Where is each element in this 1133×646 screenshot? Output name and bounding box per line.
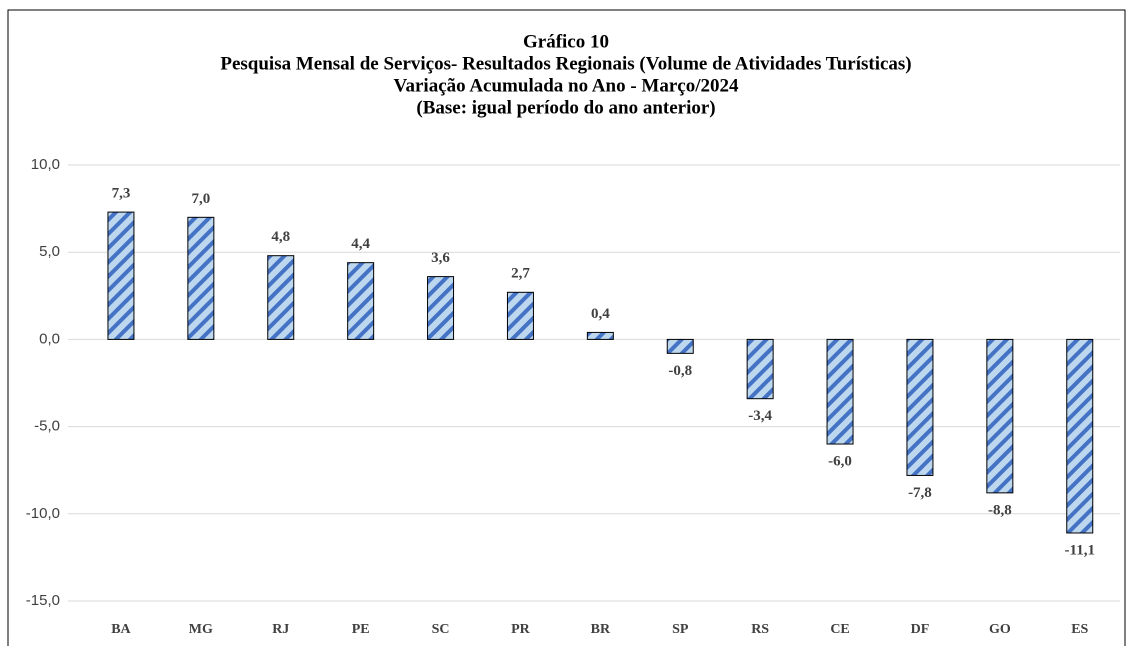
x-tick-label: RS [751, 622, 769, 637]
chart-title: Pesquisa Mensal de Serviços- Resultados … [220, 53, 911, 74]
bar [347, 262, 375, 340]
data-label: 7,0 [191, 191, 210, 207]
data-label: -6,0 [828, 453, 852, 469]
y-tick-label: 0,0 [39, 330, 60, 347]
y-tick-label: -10,0 [26, 505, 60, 522]
data-label: -7,8 [908, 485, 932, 501]
x-tick-label: GO [989, 622, 1011, 637]
bar [826, 338, 854, 445]
data-label: -3,4 [748, 408, 772, 424]
x-tick-label: PR [511, 622, 531, 637]
chart-border [7, 9, 1126, 646]
x-tick-label: BA [111, 622, 131, 637]
x-tick-label: MG [189, 622, 213, 637]
data-label: 3,6 [431, 250, 450, 266]
chart-title: Gráfico 10 [523, 31, 609, 52]
bar [187, 216, 215, 340]
chart-title: Variação Acumulada no Ano - Março/2024 [394, 75, 739, 96]
y-tick-label: -15,0 [26, 592, 60, 609]
bar [666, 338, 694, 354]
x-tick-label: RJ [272, 622, 289, 637]
bar [586, 331, 614, 340]
data-label: 4,4 [351, 236, 370, 252]
bar [427, 276, 455, 340]
x-tick-label: BR [591, 622, 611, 637]
x-tick-label: SC [432, 622, 450, 637]
bar [906, 338, 934, 476]
data-label: 7,3 [112, 186, 131, 202]
y-tick-label: 10,0 [31, 156, 60, 173]
bar [506, 291, 534, 340]
data-label: 0,4 [591, 306, 610, 322]
x-tick-label: PE [352, 622, 370, 637]
bar [267, 255, 295, 340]
bar [986, 338, 1014, 494]
x-tick-label: CE [830, 622, 849, 637]
data-label: 2,7 [511, 266, 530, 282]
bar [1066, 338, 1094, 534]
x-tick-label: SP [672, 622, 689, 637]
x-tick-label: DF [911, 622, 930, 637]
data-label: 4,8 [271, 229, 290, 245]
data-label: -8,8 [988, 502, 1012, 518]
bar [107, 211, 135, 340]
y-tick-label: -5,0 [34, 418, 60, 435]
data-label: -11,1 [1065, 542, 1095, 558]
data-label: -0,8 [668, 363, 692, 379]
x-tick-label: ES [1071, 622, 1088, 637]
chart-title: (Base: igual período do ano anterior) [416, 97, 715, 118]
bar [746, 338, 774, 400]
y-tick-label: 5,0 [39, 243, 60, 260]
